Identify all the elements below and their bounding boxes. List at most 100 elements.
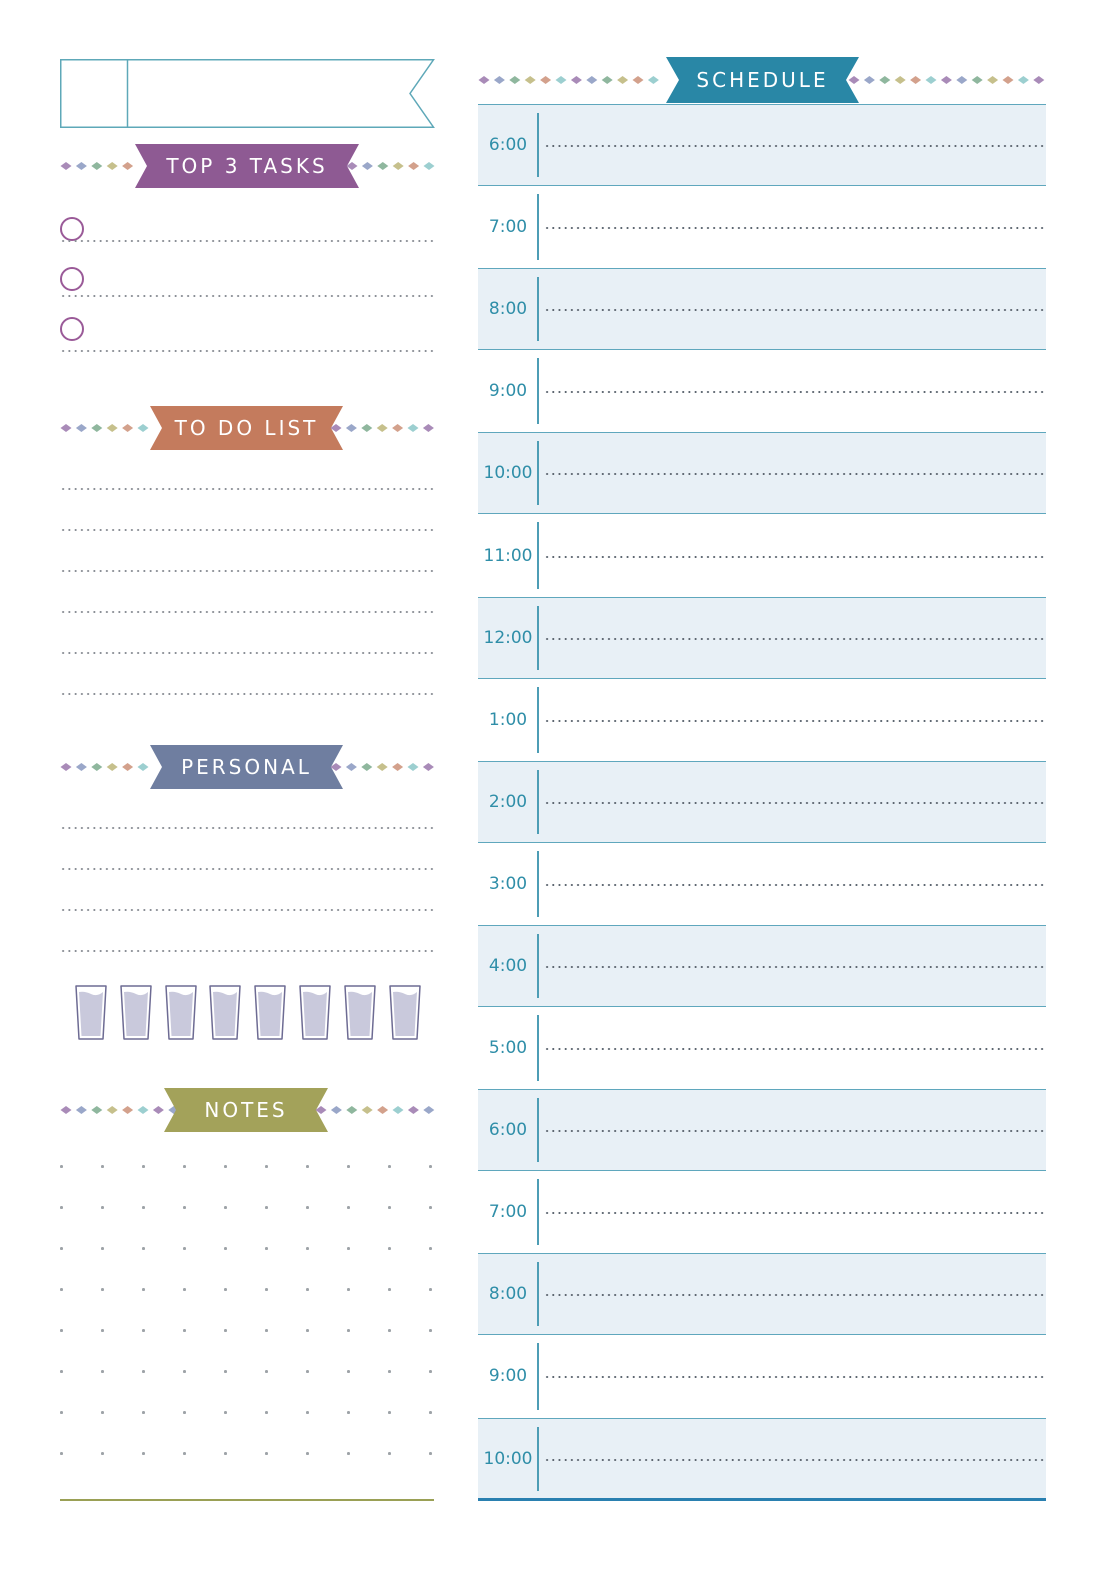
schedule-entry-line[interactable] bbox=[544, 637, 1046, 640]
grid-dot bbox=[265, 1411, 268, 1414]
water-glass-icon[interactable] bbox=[163, 984, 199, 1042]
schedule-entry-line[interactable] bbox=[544, 391, 1046, 394]
grid-dot bbox=[306, 1288, 309, 1291]
time-label: 9:00 bbox=[488, 381, 528, 402]
water-glass-icon[interactable] bbox=[252, 984, 288, 1042]
notes-dot-grid[interactable] bbox=[60, 1165, 435, 1465]
water-glass-icon[interactable] bbox=[387, 984, 423, 1042]
task-checkbox[interactable] bbox=[60, 267, 84, 291]
schedule-slot[interactable]: 9:00 bbox=[478, 1335, 1046, 1417]
schedule-slot[interactable]: 9:00 bbox=[478, 350, 1046, 432]
task-item[interactable] bbox=[60, 259, 435, 309]
grid-dot bbox=[265, 1165, 268, 1168]
diamond-icon bbox=[122, 162, 134, 170]
schedule-slot[interactable]: 8:00 bbox=[478, 268, 1046, 351]
schedule-slot[interactable]: 3:00 bbox=[478, 843, 1046, 925]
personal-line[interactable] bbox=[60, 868, 435, 870]
date-day-field[interactable] bbox=[60, 59, 127, 128]
task-item[interactable] bbox=[60, 209, 435, 259]
schedule-slot[interactable]: 6:00 bbox=[478, 104, 1046, 187]
notes-banner: NOTES bbox=[164, 1088, 328, 1132]
grid-dot bbox=[388, 1288, 391, 1291]
diamond-icon bbox=[361, 162, 373, 170]
todo-line[interactable] bbox=[60, 693, 435, 695]
diamond-icon bbox=[75, 424, 87, 432]
grid-dot bbox=[388, 1329, 391, 1332]
diamond-icon bbox=[330, 1106, 342, 1114]
water-glass-icon[interactable] bbox=[207, 984, 243, 1042]
schedule-slot[interactable]: 10:00 bbox=[478, 432, 1046, 515]
time-label: 4:00 bbox=[488, 955, 528, 976]
diamond-icon bbox=[971, 76, 983, 84]
schedule-entry-line[interactable] bbox=[544, 473, 1046, 476]
schedule-slot[interactable]: 12:00 bbox=[478, 596, 1046, 679]
schedule-entry-line[interactable] bbox=[544, 883, 1046, 886]
task-checkbox[interactable] bbox=[60, 217, 84, 241]
schedule-entry-line[interactable] bbox=[544, 227, 1046, 230]
schedule-entry-line[interactable] bbox=[544, 145, 1046, 148]
diamond-divider-right bbox=[330, 763, 434, 771]
personal-line[interactable] bbox=[60, 950, 435, 952]
schedule-entry-line[interactable] bbox=[544, 1130, 1046, 1133]
diamond-icon bbox=[377, 162, 389, 170]
todo-line[interactable] bbox=[60, 529, 435, 531]
diamond-divider-left bbox=[60, 424, 149, 432]
personal-line[interactable] bbox=[60, 909, 435, 911]
diamond-icon bbox=[152, 1106, 164, 1114]
task-checkbox[interactable] bbox=[60, 317, 84, 341]
schedule-slot[interactable]: 10:00 bbox=[478, 1417, 1046, 1500]
schedule-slot[interactable]: 7:00 bbox=[478, 1171, 1046, 1253]
grid-dot bbox=[142, 1206, 145, 1209]
diamond-icon bbox=[940, 76, 952, 84]
todo-line[interactable] bbox=[60, 570, 435, 572]
date-title-field[interactable] bbox=[128, 59, 408, 128]
diamond-icon bbox=[493, 76, 505, 84]
time-label: 8:00 bbox=[488, 1284, 528, 1305]
grid-dot bbox=[101, 1370, 104, 1373]
todo-line[interactable] bbox=[60, 611, 435, 613]
diamond-icon bbox=[910, 76, 922, 84]
grid-dot bbox=[183, 1288, 186, 1291]
time-label: 10:00 bbox=[483, 463, 533, 484]
schedule-entry-line[interactable] bbox=[544, 1376, 1046, 1379]
diamond-icon bbox=[91, 162, 103, 170]
grid-dot bbox=[183, 1329, 186, 1332]
schedule-entry-line[interactable] bbox=[544, 1458, 1046, 1461]
schedule-slot[interactable]: 8:00 bbox=[478, 1253, 1046, 1336]
schedule-bottom-rule bbox=[478, 1498, 1046, 1501]
schedule-entry-line[interactable] bbox=[544, 309, 1046, 312]
water-glass-icon[interactable] bbox=[297, 984, 333, 1042]
grid-dot bbox=[306, 1247, 309, 1250]
water-glass-icon[interactable] bbox=[342, 984, 378, 1042]
todo-line[interactable] bbox=[60, 652, 435, 654]
grid-dot bbox=[306, 1165, 309, 1168]
schedule-entry-line[interactable] bbox=[544, 801, 1046, 804]
grid-dot bbox=[142, 1370, 145, 1373]
schedule-slot[interactable]: 4:00 bbox=[478, 924, 1046, 1008]
schedule-slot[interactable]: 6:00 bbox=[478, 1089, 1046, 1172]
grid-dot bbox=[388, 1247, 391, 1250]
time-divider bbox=[537, 1343, 539, 1410]
schedule-entry-line[interactable] bbox=[544, 1212, 1046, 1215]
diamond-icon bbox=[330, 763, 342, 771]
schedule-slot[interactable]: 2:00 bbox=[478, 760, 1046, 843]
schedule-entry-line[interactable] bbox=[544, 1294, 1046, 1297]
diamond-divider-left bbox=[60, 1106, 180, 1114]
time-divider bbox=[537, 522, 539, 589]
water-glass-icon[interactable] bbox=[118, 984, 154, 1042]
schedule-slot[interactable]: 1:00 bbox=[478, 679, 1046, 761]
water-glass-icon[interactable] bbox=[73, 984, 109, 1042]
grid-dot bbox=[388, 1370, 391, 1373]
diamond-icon bbox=[601, 76, 613, 84]
personal-line[interactable] bbox=[60, 827, 435, 829]
schedule-entry-line[interactable] bbox=[544, 555, 1046, 558]
task-item[interactable] bbox=[60, 309, 435, 359]
schedule-slot[interactable]: 11:00 bbox=[478, 514, 1046, 596]
schedule-slot[interactable]: 7:00 bbox=[478, 186, 1046, 268]
schedule-entry-line[interactable] bbox=[544, 719, 1046, 722]
todo-line[interactable] bbox=[60, 488, 435, 490]
diamond-icon bbox=[925, 76, 937, 84]
schedule-entry-line[interactable] bbox=[544, 965, 1046, 968]
schedule-entry-line[interactable] bbox=[544, 1048, 1046, 1051]
schedule-slot[interactable]: 5:00 bbox=[478, 1007, 1046, 1089]
